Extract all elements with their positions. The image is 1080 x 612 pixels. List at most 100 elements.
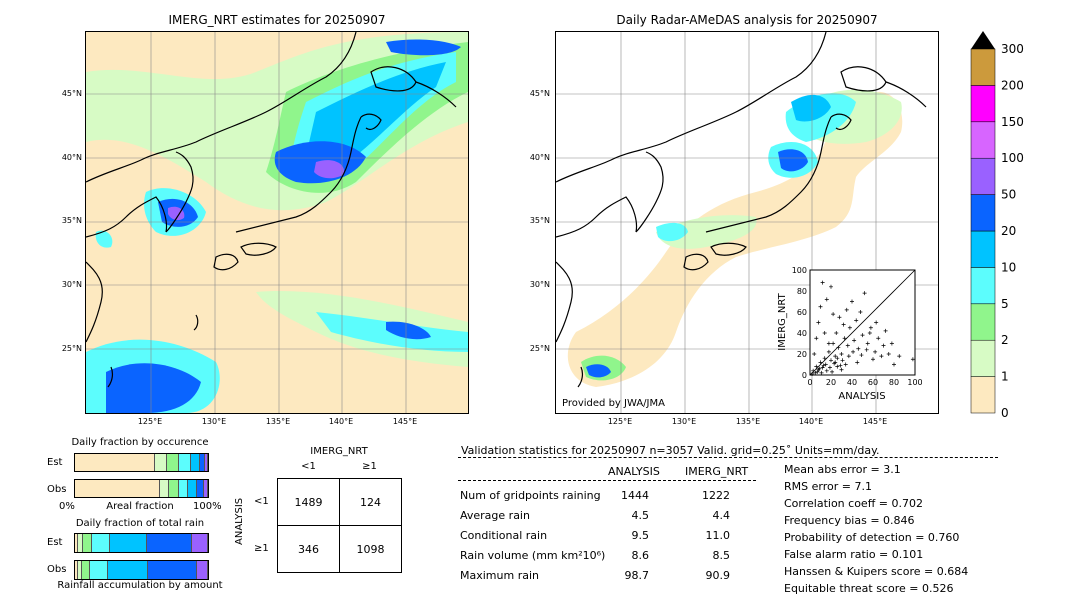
occ-est-bar <box>74 453 209 472</box>
fraction-segment <box>146 534 193 552</box>
scatter-xtick-label: 80 <box>889 378 899 387</box>
left-lat-label-35: 35°N <box>61 216 82 225</box>
scatter-ylabel: IMERG_NRT <box>777 292 788 350</box>
scatter-point <box>839 367 844 372</box>
fraction-segment <box>178 454 191 471</box>
stats-row-label: Rain volume (mm km²10⁶) <box>460 549 606 562</box>
occ-title: Daily fraction by occurence <box>71 437 209 448</box>
fraction-segment <box>178 480 189 497</box>
scatter-point <box>860 333 865 338</box>
scatter-point <box>889 341 894 346</box>
scatter-point <box>835 356 840 361</box>
scatter-ytick-label: 40 <box>797 329 807 338</box>
ct-cell-lt1-lt1: 1489 <box>277 478 340 526</box>
right-lon-label-130: 130°E <box>671 417 697 426</box>
scatter-point <box>819 370 824 375</box>
left-map <box>85 31 469 414</box>
scatter-point <box>827 365 832 370</box>
fraction-segment <box>77 561 82 579</box>
rain-est-label: Est <box>47 537 63 548</box>
left-lon-label-145: 145°E <box>392 417 418 426</box>
stats-row-imerg: 11.0 <box>705 529 731 542</box>
stats-header-rule <box>458 457 998 458</box>
scatter-point <box>814 364 819 369</box>
colorbar-segment <box>970 230 996 268</box>
scatter-point <box>812 352 817 356</box>
score-far: False alarm ratio = 0.101 <box>784 548 924 561</box>
ct-col-label-lt1: <1 <box>301 461 316 472</box>
rain-obs-label: Obs <box>47 564 67 575</box>
scatter-point <box>820 365 825 370</box>
scatter-point <box>897 354 902 359</box>
stats-col-analysis: ANALYSIS <box>608 465 660 478</box>
fraction-segment <box>82 534 93 552</box>
fraction-segment <box>77 534 83 552</box>
fraction-segment <box>192 534 208 552</box>
fraction-segment <box>197 561 208 579</box>
fraction-segment <box>200 454 206 471</box>
scatter-point <box>868 325 873 330</box>
left-lon-label-130: 130°E <box>201 417 227 426</box>
scatter-point <box>858 310 863 314</box>
scatter-point <box>873 349 878 354</box>
left-map-canvas <box>86 32 468 413</box>
colorbar-segment <box>970 48 996 86</box>
right-lat-label-45: 45°N <box>529 89 550 98</box>
right-lat-label-30: 30°N <box>529 280 550 289</box>
stats-col-rule <box>458 480 756 481</box>
colorbar-label: 5 <box>1001 297 1009 311</box>
scatter-point <box>846 354 851 359</box>
stats-row-analysis: 4.5 <box>631 509 650 522</box>
colorbar-label: 150 <box>1001 115 1024 129</box>
ct-row-title: ANALYSIS <box>234 497 245 545</box>
scatter-point <box>854 318 859 323</box>
scatter-point <box>829 284 833 289</box>
scatter-xtick-label: 0 <box>807 378 812 387</box>
scatter-point <box>829 358 833 363</box>
scatter-point <box>837 315 842 320</box>
scatter-ytick-label: 80 <box>797 287 807 296</box>
scatter-point <box>839 352 844 356</box>
scatter-point <box>879 354 884 359</box>
occ-est-label: Est <box>47 457 63 468</box>
ct-cell-ge1-lt1: 346 <box>277 525 340 573</box>
scatter-point <box>910 357 915 362</box>
fraction-segment <box>190 454 200 471</box>
colorbar-label: 1 <box>1001 370 1009 384</box>
scatter-point <box>834 331 839 335</box>
fraction-segment <box>169 480 179 497</box>
scatter-plot: 0 20 40 60 80 100 0 20 40 60 80 100 ANALYSIS IMERG… <box>777 266 922 402</box>
ct-col-label-ge1: ≥1 <box>362 461 377 472</box>
scatter-xtick-label: 100 <box>907 378 922 387</box>
scatter-point <box>864 347 869 352</box>
scatter-point <box>816 320 821 325</box>
stats-col-imerg: IMERG_NRT <box>685 465 749 478</box>
scatter-xlabel: ANALYSIS <box>838 391 885 402</box>
stats-row-imerg: 90.9 <box>705 569 731 582</box>
scatter-point <box>821 363 826 368</box>
left-lon-label-135: 135°E <box>265 417 291 426</box>
scatter-point <box>824 368 829 373</box>
scatter-point <box>844 307 849 312</box>
scatter-point <box>824 297 829 302</box>
ct-cell-ge1-ge1: 1098 <box>339 525 402 573</box>
occ-obs-bar <box>74 479 209 498</box>
colorbar-segment <box>970 157 996 195</box>
scatter-point <box>814 336 819 341</box>
rain-xlabel: Rainfall accumulation by amount <box>57 580 223 591</box>
scatter-xtick-label: 60 <box>868 378 878 387</box>
scatter-point <box>820 280 825 285</box>
right-lon-label-125: 125°E <box>607 417 633 426</box>
scatter-point <box>862 291 867 296</box>
stats-row-imerg: 4.4 <box>712 509 731 522</box>
colorbar-label: 50 <box>1001 188 1016 202</box>
score-pod: Probability of detection = 0.760 <box>784 531 960 544</box>
fraction-segment <box>75 534 78 552</box>
fraction-segment <box>188 480 198 497</box>
scatter-point <box>810 371 815 376</box>
right-map-title: Daily Radar-AMeDAS analysis for 20250907 <box>616 13 878 27</box>
scatter-point <box>826 341 831 346</box>
scatter-point <box>856 346 861 351</box>
scatter-point <box>836 345 841 350</box>
fraction-segment <box>109 534 147 552</box>
